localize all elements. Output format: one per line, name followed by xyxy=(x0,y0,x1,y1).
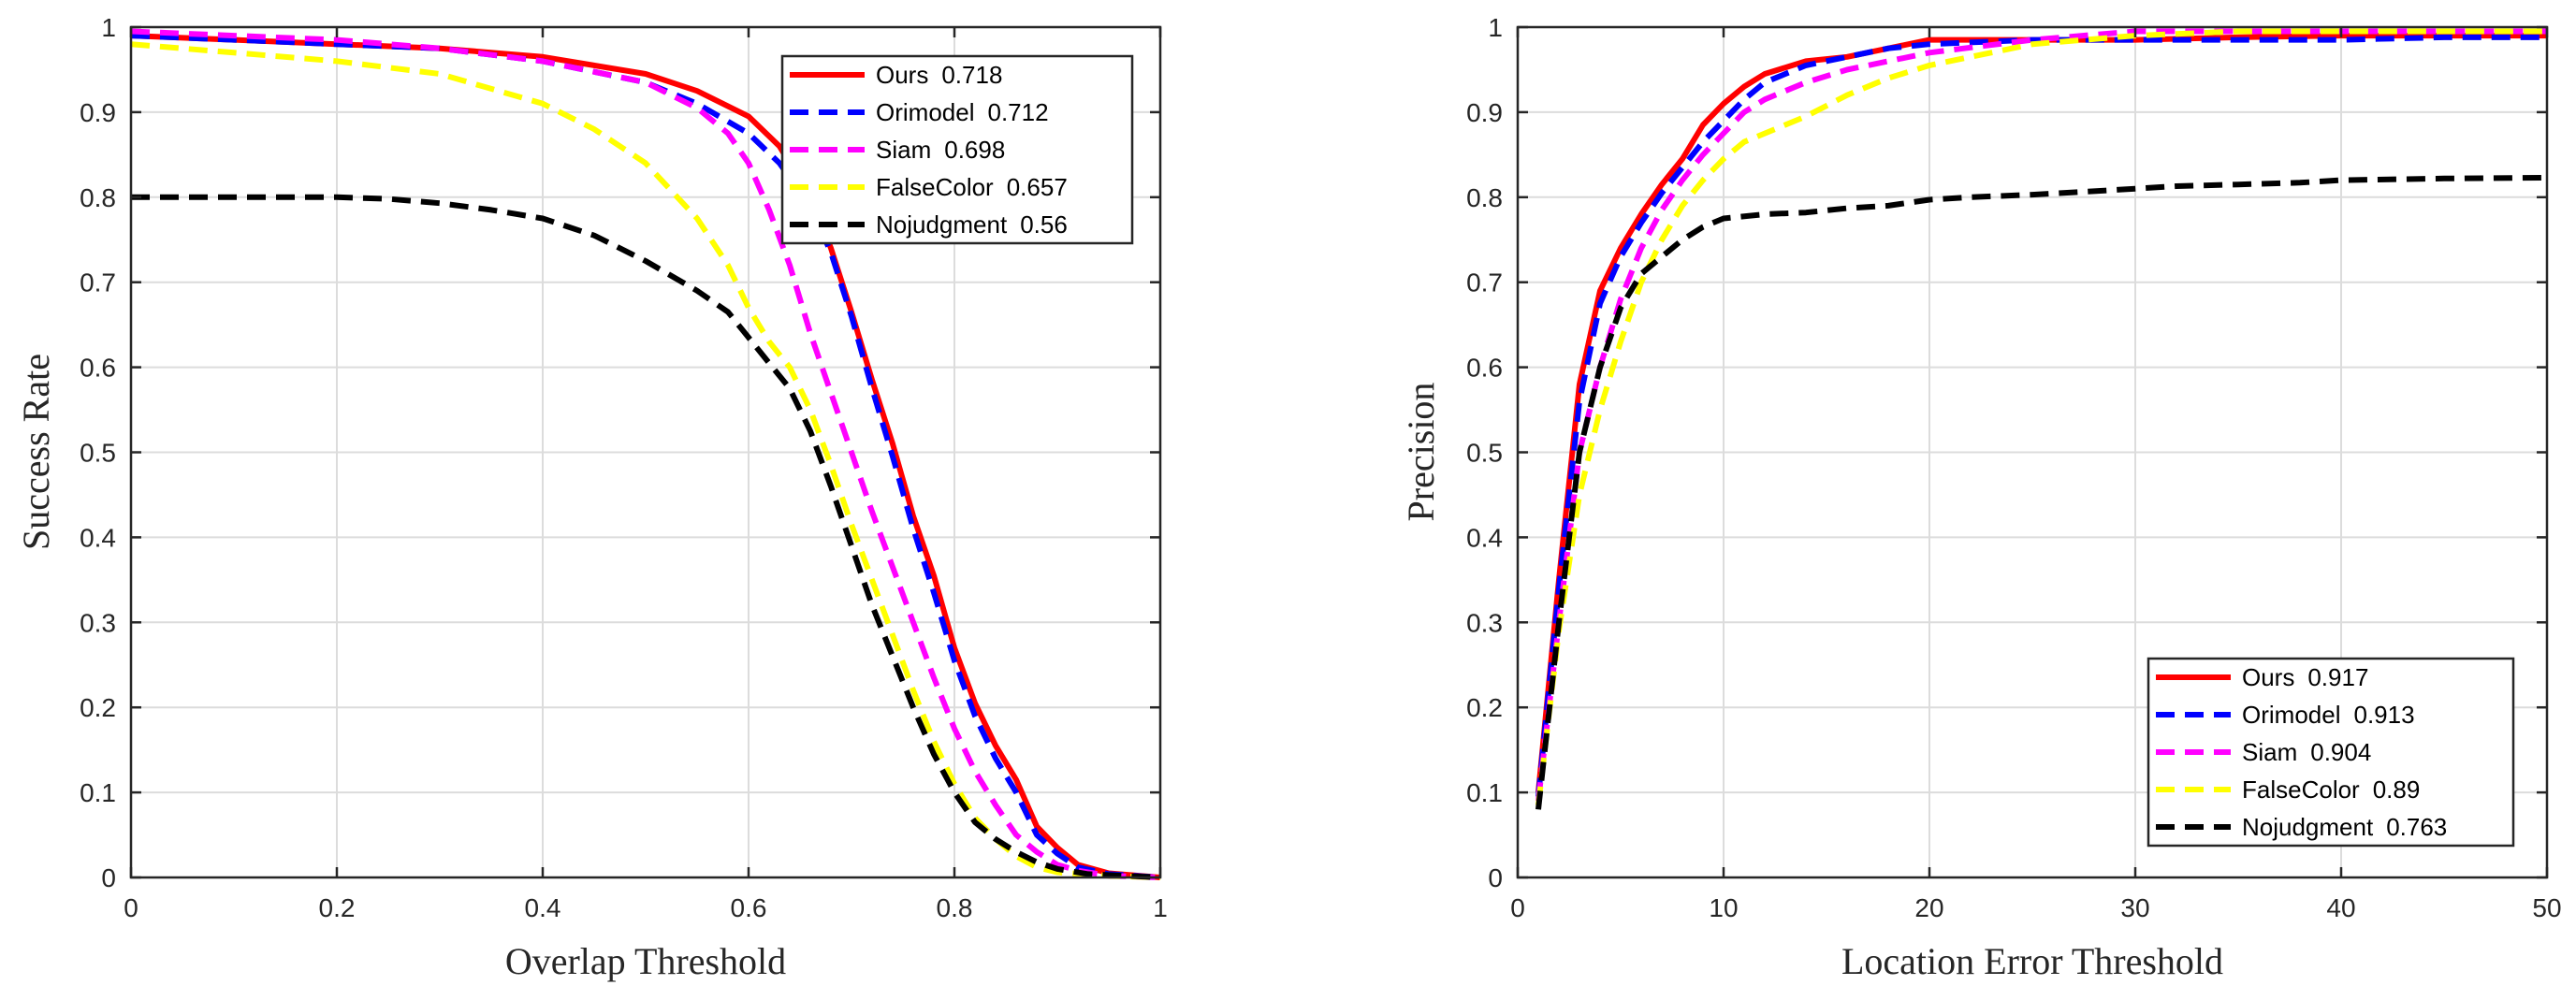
legend-series-score: 0.89 xyxy=(2373,775,2421,804)
legend-series-score: 0.657 xyxy=(1007,173,1068,201)
success-plot-legend-label: Ours 0.718 xyxy=(876,61,1002,89)
precision-plot-series-nojudgment-line xyxy=(1535,174,2548,810)
precision-plot-ytick-label: 1 xyxy=(1488,13,1503,42)
precision-plot-legend-label: Siam 0.904 xyxy=(2242,738,2371,766)
precision-plot-ytick-label: 0.9 xyxy=(1466,98,1503,127)
precision-plot-ytick-label: 0 xyxy=(1488,863,1503,892)
legend-series-score: 0.718 xyxy=(941,61,1002,89)
success-plot-xlabel: Overlap Threshold xyxy=(505,940,786,982)
legend-series-score: 0.698 xyxy=(944,136,1005,164)
success-plot-series-nojudgment-line xyxy=(131,194,1161,880)
precision-plot-series-orimodel-line xyxy=(1535,34,2547,797)
legend-series-name: FalseColor xyxy=(876,173,994,201)
success-plot-xtick-label: 0.4 xyxy=(525,893,561,922)
legend-series-score: 0.913 xyxy=(2353,701,2414,729)
success-plot-series-siam-line xyxy=(130,28,1161,880)
precision-plot-legend: Ours 0.917 Orimodel 0.913 Siam 0.904 FalseColo… xyxy=(2147,657,2515,848)
precision-plot-ticks: 0 10 20 30 40 50 0 0.1 0.2 0.3 0.4 0.5 0.6 0.7 0.8 0.9 1 xyxy=(1466,13,2562,922)
precision-plot-xtick-label: 20 xyxy=(1914,893,1943,922)
legend-series-name: Siam xyxy=(2242,738,2297,766)
precision-plot-xtick-label: 40 xyxy=(2326,893,2355,922)
success-plot-ylabel: Success Rate xyxy=(15,354,57,550)
success-plot-ytick-label: 0.7 xyxy=(80,268,116,297)
precision-plot: 0 10 20 30 40 5000.10.20.30.40.50.60.70.80.91… xyxy=(1400,13,2562,982)
success-plot-ytick-label: 0 xyxy=(101,863,116,892)
legend-series-name: Orimodel xyxy=(2242,701,2340,729)
success-plot-ytick-label: 0.8 xyxy=(80,183,116,212)
precision-plot-ytick-label: 0.1 xyxy=(1466,778,1503,807)
precision-plot-ytick-label: 0.2 xyxy=(1466,693,1503,722)
precision-plot-xtick-label: 10 xyxy=(1709,893,1738,922)
legend-series-score: 0.904 xyxy=(2310,738,2371,766)
success-plot: 0 0.2 0.4 0.6 0.8 1 0 0.1 0.2 0.3 0.4 0.5 0.6 0.7 0.8 0… xyxy=(15,13,1168,982)
success-plot-legend-box xyxy=(780,54,1134,245)
legend-series-score: 0.763 xyxy=(2386,813,2447,841)
precision-plot-ytick-label: 0.5 xyxy=(1466,439,1503,468)
precision-plot-legend-box xyxy=(2147,657,2515,848)
success-plot-xtick-label: 0.6 xyxy=(731,893,767,922)
success-plot-xtick-label: 0 xyxy=(124,893,138,922)
precision-plot-legend-label: FalseColor 0.89 xyxy=(2242,775,2420,804)
success-plot-ytick-label: 0.9 xyxy=(80,98,116,127)
success-plot-ytick-label: 0.2 xyxy=(80,693,116,722)
precision-plot-legend-label: Ours 0.917 xyxy=(2242,663,2368,691)
precision-plot-ytick-label: 0.8 xyxy=(1466,183,1503,212)
legend-series-score: 0.917 xyxy=(2307,663,2368,691)
legend-series-name: Nojudgment xyxy=(876,210,1008,239)
success-plot-ytick-label: 0.4 xyxy=(80,523,116,552)
precision-plot-legend-label: Orimodel 0.913 xyxy=(2242,701,2415,729)
precision-plot-xlabel: Location Error Threshold xyxy=(1841,940,2223,982)
success-plot-xtick-label: 0.8 xyxy=(937,893,973,922)
precision-plot-ytick-label: 0.7 xyxy=(1466,268,1503,297)
precision-plot-ytick-label: 0.6 xyxy=(1466,354,1503,383)
precision-plot-legend-label: Nojudgment 0.763 xyxy=(2242,813,2447,841)
legend-series-name: Siam xyxy=(876,136,931,164)
precision-plot-xtick-label: 30 xyxy=(2120,893,2149,922)
precision-plot-series-falsecolor-line xyxy=(1535,28,2547,806)
success-plot-grid xyxy=(131,27,1160,877)
precision-plot-xtick-label: 50 xyxy=(2532,893,2561,922)
success-plot-xtick-label: 0.2 xyxy=(319,893,356,922)
legend-series-name: Orimodel xyxy=(876,98,974,126)
success-plot-legend: Ours 0.718 Orimodel 0.712 Siam 0.698 FalseColo… xyxy=(780,54,1134,245)
success-plot-ytick-label: 0.5 xyxy=(80,439,116,468)
success-plot-series xyxy=(130,28,1161,880)
success-plot-legend-label: Nojudgment 0.56 xyxy=(876,210,1068,239)
precision-plot-series xyxy=(1535,28,2548,810)
success-plot-ticks: 0 0.2 0.4 0.6 0.8 1 0 0.1 0.2 0.3 0.4 0.5 0.6 0.7 0.8 0… xyxy=(80,13,1168,922)
precision-plot-ytick-label: 0.3 xyxy=(1466,608,1503,637)
success-plot-xtick-label: 1 xyxy=(1153,893,1168,922)
precision-plot-ylabel: Precision xyxy=(1400,383,1442,522)
legend-series-score: 0.712 xyxy=(987,98,1048,126)
precision-plot-xtick-label: 0 xyxy=(1510,893,1525,922)
legend-series-name: Ours xyxy=(2242,663,2294,691)
precision-plot-grid xyxy=(1518,27,2547,877)
success-plot-ytick-label: 0.1 xyxy=(80,778,116,807)
success-plot-ytick-label: 0.3 xyxy=(80,608,116,637)
success-plot-legend-label: Orimodel 0.712 xyxy=(876,98,1049,126)
legend-series-score: 0.56 xyxy=(1020,210,1068,239)
legend-series-name: FalseColor xyxy=(2242,775,2360,804)
legend-series-name: Ours xyxy=(876,61,928,89)
precision-plot-ytick-label: 0.4 xyxy=(1466,523,1503,552)
success-plot-series-falsecolor-line xyxy=(130,41,1161,880)
success-plot-legend-label: FalseColor 0.657 xyxy=(876,173,1068,201)
success-plot-ytick-label: 0.6 xyxy=(80,354,116,383)
success-plot-ytick-label: 1 xyxy=(101,13,116,42)
legend-series-name: Nojudgment xyxy=(2242,813,2374,841)
success-plot-legend-label: Siam 0.698 xyxy=(876,136,1005,164)
